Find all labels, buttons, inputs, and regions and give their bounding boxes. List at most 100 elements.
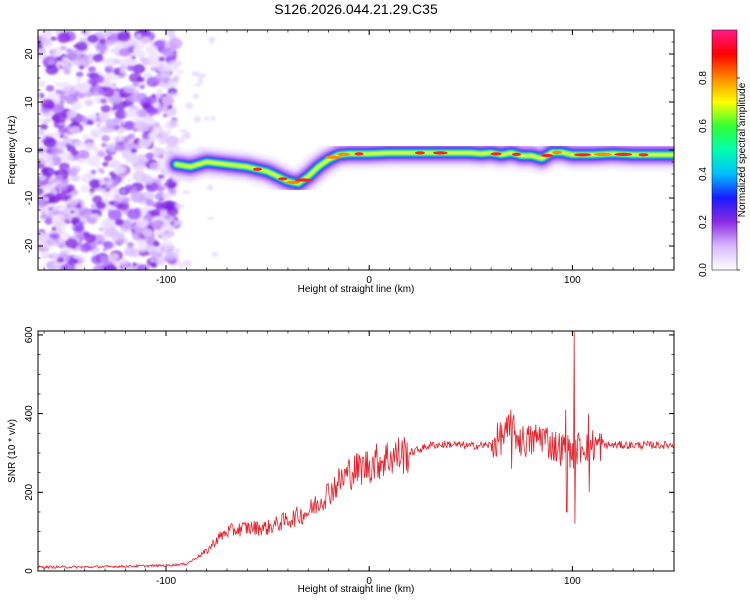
noise-blob xyxy=(97,150,106,158)
noise-blob xyxy=(87,217,97,225)
noise-blob xyxy=(124,107,139,119)
noise-blob xyxy=(136,238,146,247)
noise-blob xyxy=(111,187,120,194)
noise-blob xyxy=(178,129,189,133)
noise-blob xyxy=(77,149,90,160)
snr-y-tick-label: 0 xyxy=(24,568,35,574)
noise-blob xyxy=(88,178,102,189)
noise-blob xyxy=(162,191,173,200)
noise-blob xyxy=(40,250,51,259)
noise-blob xyxy=(53,170,59,175)
noise-blob xyxy=(126,65,135,72)
noise-blob xyxy=(47,59,56,66)
noise-blob xyxy=(125,251,132,256)
noise-blob xyxy=(114,218,124,226)
noise-blob xyxy=(86,155,101,167)
snr-series-line xyxy=(38,331,674,570)
noise-blob xyxy=(161,95,176,106)
noise-blob xyxy=(119,47,131,57)
noise-blob xyxy=(99,90,107,96)
noise-blob xyxy=(97,53,103,58)
noise-blob xyxy=(206,184,214,191)
noise-blob xyxy=(162,113,168,118)
noise-blob xyxy=(52,178,59,184)
ridge-hotspot xyxy=(512,152,522,156)
noise-blob xyxy=(158,125,163,133)
noise-region xyxy=(38,30,219,270)
noise-blob xyxy=(88,187,96,193)
noise-blob xyxy=(115,176,121,181)
ridge-hotspot xyxy=(294,178,312,182)
noise-blob xyxy=(151,94,157,98)
noise-blob xyxy=(59,45,67,51)
noise-blob xyxy=(74,224,85,233)
spectrogram-y-label: Frequency (Hz) xyxy=(7,116,18,185)
noise-blob xyxy=(84,90,93,98)
noise-blob xyxy=(151,219,165,230)
noise-blob xyxy=(145,152,155,160)
noise-blob xyxy=(163,83,169,89)
noise-blob xyxy=(55,204,65,212)
noise-blob xyxy=(76,247,82,251)
noise-blob xyxy=(55,141,66,150)
spectrogram-x-tick-label: 0 xyxy=(366,275,372,286)
noise-blob xyxy=(51,47,62,56)
noise-blob xyxy=(156,185,165,192)
noise-blob xyxy=(135,108,147,118)
noise-blob xyxy=(132,46,141,53)
noise-blob xyxy=(99,38,107,45)
noise-blob xyxy=(150,66,156,72)
noise-blob xyxy=(93,264,107,270)
noise-blob xyxy=(62,262,76,270)
noise-blob xyxy=(99,187,107,194)
noise-blob xyxy=(89,192,94,196)
noise-blob xyxy=(102,248,108,252)
noise-blob xyxy=(88,77,98,85)
noise-blob xyxy=(147,52,161,63)
noise-blob xyxy=(165,135,180,147)
noise-blob xyxy=(131,56,136,60)
noise-blob xyxy=(38,80,47,88)
noise-blob xyxy=(193,83,202,87)
noise-blob xyxy=(125,56,133,63)
noise-blob xyxy=(65,117,72,122)
spectrogram-y-tick-label: -20 xyxy=(24,238,35,253)
spectrogram-y-tick-label: 20 xyxy=(24,48,35,60)
noise-blob xyxy=(161,223,168,228)
noise-blob xyxy=(164,42,171,48)
noise-blob xyxy=(70,172,76,177)
noise-blob xyxy=(45,159,55,167)
noise-blob xyxy=(206,216,215,220)
noise-blob xyxy=(162,104,169,111)
noise-blob xyxy=(210,115,216,121)
ridge-hotspot xyxy=(552,150,563,154)
noise-blob xyxy=(135,153,149,164)
noise-blob xyxy=(182,259,192,267)
snr-x-label: Height of straight line (km) xyxy=(298,584,415,595)
noise-blob xyxy=(146,116,152,121)
snr-y-tick-label: 400 xyxy=(24,405,35,422)
noise-blob xyxy=(120,64,127,70)
noise-blob xyxy=(51,226,57,231)
noise-blob xyxy=(105,118,119,130)
noise-blob xyxy=(124,153,139,165)
noise-blob xyxy=(95,201,107,210)
ridge-hotspot xyxy=(541,153,553,158)
ridge-hotspot xyxy=(252,167,262,171)
noise-blob xyxy=(156,88,164,94)
colorbar-tick-label: 0.4 xyxy=(698,167,709,181)
noise-blob xyxy=(136,76,145,83)
noise-blob xyxy=(133,164,145,173)
noise-blob xyxy=(139,84,145,89)
noise-blob xyxy=(54,81,62,87)
noise-blob xyxy=(121,258,128,263)
noise-blob xyxy=(72,263,83,270)
noise-blob xyxy=(40,30,53,39)
noise-blob xyxy=(175,203,185,210)
noise-blob xyxy=(211,251,218,258)
noise-blob xyxy=(45,260,59,270)
snr-y-label: SNR (10 * v/v) xyxy=(7,419,18,483)
noise-blob xyxy=(103,241,114,250)
